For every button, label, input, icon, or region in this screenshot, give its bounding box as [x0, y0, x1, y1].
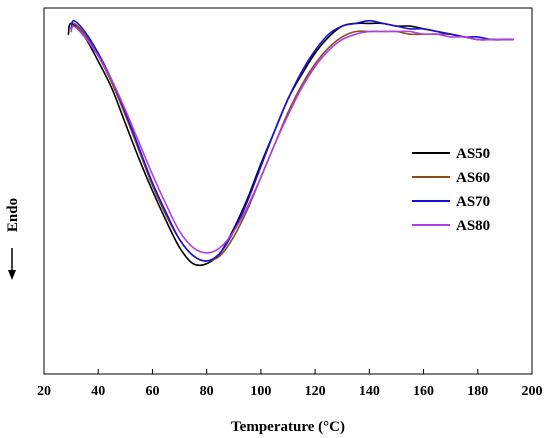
x-tick-label: 180 [467, 384, 488, 399]
plot-frame [43, 7, 533, 375]
x-tick-label: 200 [522, 384, 543, 399]
x-axis-ticks: 20 40 60 80 100 120 140 160 180 200 [37, 369, 543, 399]
x-tick-label: 160 [413, 384, 434, 399]
x-tick-label: 60 [145, 384, 159, 399]
legend-label-as60: AS60 [456, 170, 490, 186]
x-tick-label: 80 [200, 384, 214, 399]
y-axis-label: Endo [5, 198, 21, 232]
legend-label-as70: AS70 [456, 194, 490, 210]
y-axis-label-group: Endo [5, 198, 21, 280]
x-tick-label: 140 [359, 384, 380, 399]
x-axis-label: Temperature (°C) [231, 419, 345, 435]
legend-label-as50: AS50 [456, 146, 490, 162]
legend-label-as80: AS80 [456, 218, 490, 234]
legend: AS50 AS60 AS70 AS80 [412, 146, 490, 234]
series-layer [67, 19, 514, 267]
series-line-as50 [67, 22, 514, 267]
x-tick-label: 100 [250, 384, 271, 399]
series-line-as80 [70, 25, 514, 254]
series-line-as70 [70, 19, 514, 262]
y-axis-arrow-head [8, 270, 16, 280]
x-tick-label: 20 [37, 384, 51, 399]
x-tick-label: 40 [91, 384, 105, 399]
x-tick-label: 120 [305, 384, 326, 399]
